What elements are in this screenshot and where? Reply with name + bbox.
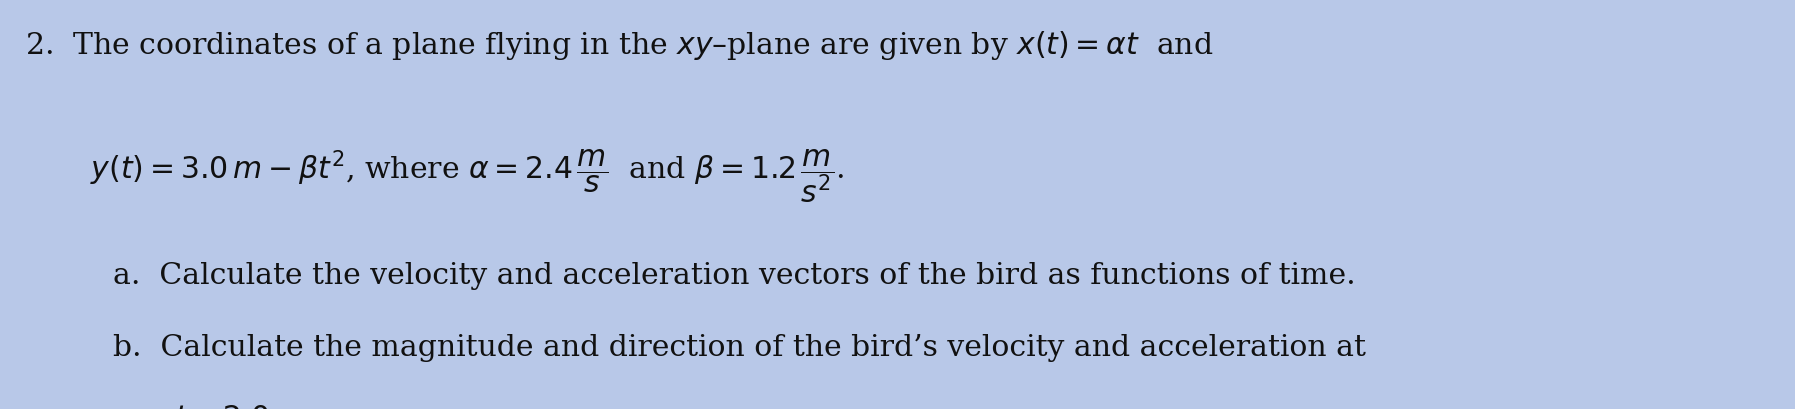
Text: $y(t) = 3.0\,m - \beta t^2$, where $\alpha = 2.4\,\dfrac{m}{s}$  and $\beta = 1.: $y(t) = 3.0\,m - \beta t^2$, where $\alp… — [90, 147, 844, 205]
Text: 2.  The coordinates of a plane flying in the $xy$–plane are given by $x(t) = \al: 2. The coordinates of a plane flying in … — [25, 29, 1213, 61]
Text: $t = 2.0\,s$.: $t = 2.0\,s$. — [174, 404, 300, 409]
Text: a.  Calculate the velocity and acceleration vectors of the bird as functions of : a. Calculate the velocity and accelerati… — [113, 262, 1355, 290]
Text: b.  Calculate the magnitude and direction of the bird’s velocity and acceleratio: b. Calculate the magnitude and direction… — [113, 333, 1366, 361]
